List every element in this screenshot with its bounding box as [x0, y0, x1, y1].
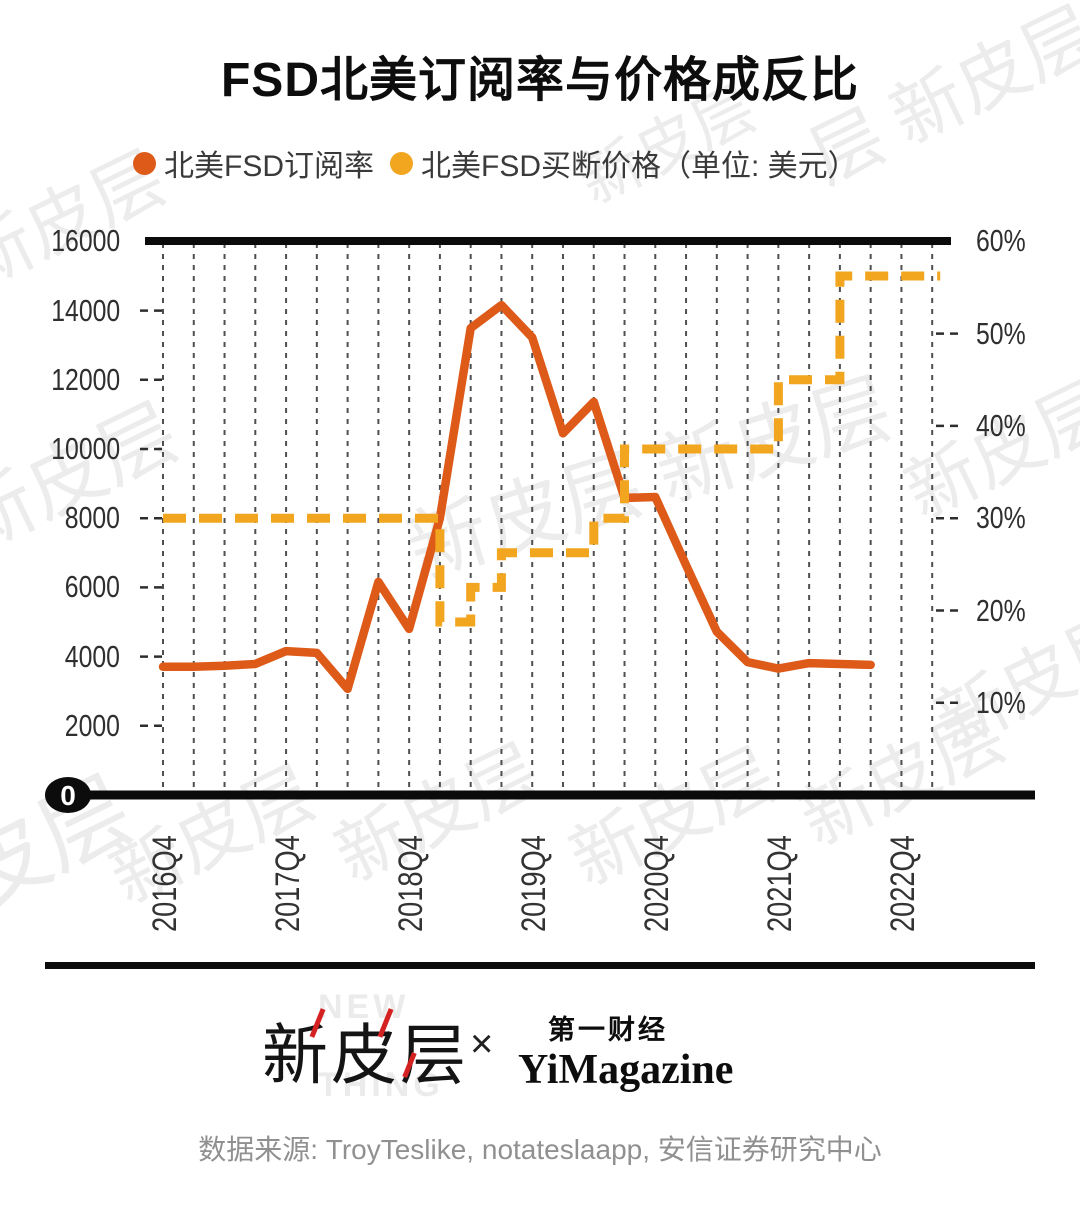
y-axis-label: 4000: [64, 639, 120, 674]
y-axis-label: 2000: [64, 708, 120, 743]
pct-axis-label: 50%: [976, 316, 1026, 351]
x-axis-label: 2016Q4: [146, 835, 184, 932]
y-axis-label: 12000: [51, 362, 120, 397]
pct-axis-label: 20%: [976, 593, 1026, 628]
axis-ticks: [140, 309, 962, 728]
yimagazine-logo: 第一财经 YiMagazine: [518, 1008, 734, 1093]
chart-title: FSD北美订阅率与价格成反比: [220, 54, 859, 107]
legend-dot-icon: [133, 151, 156, 175]
x-axis-label: 2018Q4: [392, 835, 430, 932]
gridlines: [162, 243, 934, 795]
legend-item-price: 北美FSD买断价格（单位: 美元）: [390, 141, 858, 185]
x-axis-label: 2020Q4: [638, 835, 676, 932]
pct-axis-label: 30%: [976, 500, 1026, 535]
zero-badge: [45, 777, 91, 813]
x-axis-label: 2021Q4: [761, 835, 799, 932]
x-axis-label: 2022Q4: [884, 835, 922, 932]
zero-label: 0: [60, 780, 76, 811]
yicai-cn-name: 第一财经: [548, 1015, 668, 1045]
legend-dot-icon: [390, 151, 413, 175]
pct-axis-label: 40%: [976, 408, 1026, 443]
multiply-sign: ×: [470, 1022, 494, 1066]
price-line: [163, 271, 941, 627]
y-axis-label: 6000: [64, 569, 120, 604]
data-source-note: 数据来源: TroyTeslike, notateslaapp, 安信证券研究中…: [198, 1134, 882, 1165]
legend-label: 北美FSD买断价格（单位: 美元）: [421, 150, 858, 183]
subscription-rate-line: [158, 300, 875, 694]
y-axis-label: 8000: [64, 500, 120, 535]
new-thing-watermark: THING: [318, 1066, 444, 1104]
x-axis-label: 2019Q4: [515, 835, 553, 932]
y-axis-label: 14000: [51, 293, 120, 328]
pct-axis-label: 60%: [976, 223, 1026, 258]
yimagazine-wordmark: YiMagazine: [518, 1047, 734, 1093]
y-axis-label: 16000: [51, 223, 120, 258]
x-axis-label: 2017Q4: [269, 835, 307, 932]
pct-axis-label: 10%: [976, 685, 1026, 720]
legend: 北美FSD订阅率 北美FSD买断价格（单位: 美元）: [133, 141, 858, 185]
legend-item-subscription-rate: 北美FSD订阅率: [133, 141, 374, 185]
xinpiceng-logo: 新皮层: [262, 1020, 469, 1093]
y-axis-label: 10000: [51, 431, 120, 466]
legend-label: 北美FSD订阅率: [164, 150, 374, 183]
new-thing-watermark: NEW: [318, 988, 410, 1026]
footer-divider: [45, 962, 1035, 969]
